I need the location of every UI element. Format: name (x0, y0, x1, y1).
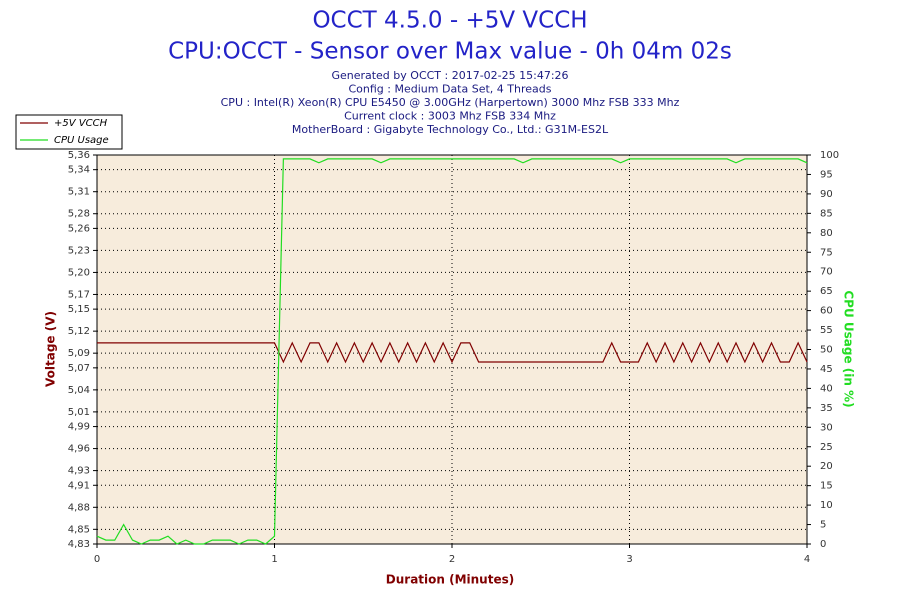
y-tick-label: 4,85 (68, 524, 90, 535)
info-line: MotherBoard : Gigabyte Technology Co., L… (292, 123, 609, 136)
legend-label: CPU Usage (54, 135, 109, 146)
y2-tick-label: 60 (820, 306, 833, 317)
y-tick-label: 5,17 (68, 289, 90, 300)
x-tick-label: 3 (626, 554, 632, 565)
series-line (97, 341, 808, 364)
y-tick-label: 5,07 (68, 363, 90, 374)
y-tick-label: 4,91 (68, 480, 90, 491)
y2-tick-label: 40 (820, 383, 833, 394)
x-tick-label: 4 (804, 554, 810, 565)
y2-tick-label: 75 (820, 247, 833, 258)
y2-tick-label: 45 (820, 364, 833, 375)
y-tick-label: 5,34 (68, 165, 90, 176)
y2-tick-label: 25 (820, 442, 833, 453)
y2-tick-label: 50 (820, 345, 833, 356)
y2-tick-label: 15 (820, 481, 833, 492)
y-tick-label: 5,36 (68, 150, 90, 161)
y-tick-label: 5,15 (68, 304, 90, 315)
x-tick-label: 1 (271, 554, 277, 565)
info-line: Config : Medium Data Set, 4 Threads (349, 83, 552, 96)
y2-axis-label: CPU Usage (in %) (842, 290, 856, 407)
y-tick-label: 4,83 (68, 539, 90, 550)
y2-tick-label: 85 (820, 208, 833, 219)
y2-tick-label: 0 (820, 539, 826, 550)
x-tick-label: 2 (449, 554, 455, 565)
y-tick-label: 5,28 (68, 209, 90, 220)
y2-tick-label: 65 (820, 286, 833, 297)
y2-tick-label: 80 (820, 228, 833, 239)
y-tick-label: 5,04 (68, 385, 90, 396)
legend-box (15, 114, 123, 150)
y-axis-label: Voltage (V) (44, 311, 58, 387)
y-tick-label: 4,99 (68, 422, 90, 433)
y-tick-label: 5,01 (68, 407, 90, 418)
x-axis-label: Duration (Minutes) (386, 573, 514, 587)
y2-tick-label: 95 (820, 169, 833, 180)
info-line: Generated by OCCT : 2017-02-25 15:47:26 (331, 69, 568, 82)
y-tick-label: 4,96 (68, 444, 90, 455)
y-tick-label: 4,93 (68, 466, 90, 477)
y2-tick-label: 30 (820, 422, 833, 433)
info-line: CPU : Intel(R) Xeon(R) CPU E5450 @ 3.00G… (221, 96, 680, 109)
chart-subtitle: CPU:OCCT - Sensor over Max value - 0h 04… (168, 39, 732, 65)
y2-tick-label: 70 (820, 267, 833, 278)
info-line: Current clock : 3003 Mhz FSB 334 Mhz (344, 110, 556, 123)
y2-tick-label: 100 (820, 150, 839, 161)
y2-tick-label: 5 (820, 520, 826, 531)
legend-label: +5V VCCH (54, 118, 108, 129)
y-tick-label: 5,12 (68, 326, 90, 337)
y-tick-label: 4,88 (68, 502, 90, 513)
y2-tick-label: 10 (820, 500, 833, 511)
y2-tick-label: 55 (820, 325, 833, 336)
y2-tick-label: 20 (820, 461, 833, 472)
y2-tick-label: 90 (820, 189, 833, 200)
y-tick-label: 5,26 (68, 223, 90, 234)
y-tick-label: 5,20 (68, 267, 90, 278)
x-tick-label: 0 (94, 554, 100, 565)
chart-title: OCCT 4.5.0 - +5V VCCH (312, 8, 587, 34)
series-line (96, 158, 808, 545)
y-tick-label: 5,31 (68, 187, 90, 198)
y2-tick-label: 35 (820, 403, 833, 414)
y-tick-label: 5,23 (68, 245, 90, 256)
plot-area (96, 154, 808, 545)
y-tick-label: 5,09 (68, 348, 90, 359)
